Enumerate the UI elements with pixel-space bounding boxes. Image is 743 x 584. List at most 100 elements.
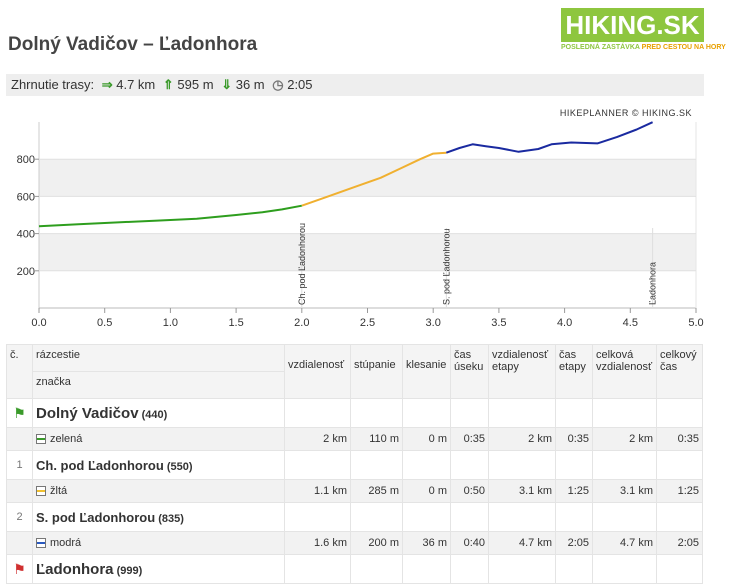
table-row-segment[interactable]: žltá 1.1 km 285 m 0 m 0:50 3.1 km 1:25 3… xyxy=(6,479,703,503)
y-tick-label: 200 xyxy=(17,266,35,278)
series-line xyxy=(445,121,654,154)
summary-distance: 4.7 km xyxy=(116,77,156,92)
total-time: 1:25 xyxy=(656,479,703,503)
ascent-arrow-icon: ⇑ xyxy=(162,77,174,92)
col-header-stage-time: čas etapy xyxy=(555,344,593,399)
segment-distance: 1.6 km xyxy=(284,531,351,555)
point-number: 1 xyxy=(6,450,33,480)
point-number: 2 xyxy=(6,502,33,532)
segment-time: 0:35 xyxy=(450,427,489,451)
segment-mark: modrá xyxy=(32,531,285,555)
col-header-znacka: značka xyxy=(32,371,285,399)
total-distance: 4.7 km xyxy=(592,531,657,555)
col-header-total-time: celkový čas xyxy=(656,344,703,399)
y-tick-label: 400 xyxy=(17,229,35,241)
segment-mark: zelená xyxy=(32,427,285,451)
segment-descent: 0 m xyxy=(402,479,451,503)
y-tick-label: 600 xyxy=(17,191,35,203)
series-line xyxy=(301,151,447,207)
stage-distance: 4.7 km xyxy=(488,531,556,555)
x-axis-ticks: 0.0 0.5 1.0 1.5 2.0 2.5 3.0 3.5 4.0 4.5 5.0 xyxy=(31,308,704,329)
col-header-total-distance: celková vzdialenosť xyxy=(592,344,657,399)
segment-distance: 2 km xyxy=(284,427,351,451)
col-header-ascent: stúpanie xyxy=(350,344,403,399)
point-name: Ľadonhora (999) xyxy=(32,554,285,584)
summary-label: Zhrnutie trasy: xyxy=(11,77,95,92)
elevation-chart: 200 400 600 800 0.0 0.5 1.0 1.5 2.0 2.5 3.0 3.5 4.0… xyxy=(17,108,704,329)
logo-tagline-1: POSLEDNÁ ZASTÁVKA xyxy=(561,44,640,51)
table-row-point[interactable]: ⚑ Ľadonhora (999) xyxy=(6,554,703,584)
col-header-num: č. xyxy=(6,344,33,399)
chart-band xyxy=(39,159,696,197)
x-tick-label: 1.0 xyxy=(163,317,178,329)
stage-distance: 2 km xyxy=(488,427,556,451)
total-distance: 3.1 km xyxy=(592,479,657,503)
x-tick-label: 2.0 xyxy=(294,317,309,329)
col-header-distance: vzdialenosť xyxy=(284,344,351,399)
col-header-segment-time: čas úseku xyxy=(450,344,489,399)
y-axis-ticks: 200 400 600 800 xyxy=(17,154,39,278)
x-tick-label: 1.5 xyxy=(228,317,243,329)
y-tick-label: 800 xyxy=(17,154,35,166)
total-time: 0:35 xyxy=(656,427,703,451)
x-tick-label: 4.0 xyxy=(557,317,572,329)
col-header-razcestie: rázcestie xyxy=(32,344,285,372)
table-row-segment[interactable]: zelená 2 km 110 m 0 m 0:35 2 km 0:35 2 k… xyxy=(6,427,703,451)
table-row-point[interactable]: 2 S. pod Ľadonhorou (835) xyxy=(6,502,703,532)
route-summary: Zhrnutie trasy: ⇒ 4.7 km ⇑ 595 m ⇓ 36 m … xyxy=(6,74,704,96)
col-header-descent: klesanie xyxy=(402,344,451,399)
series-line xyxy=(38,204,302,228)
segment-mark: žltá xyxy=(32,479,285,503)
segment-time: 0:50 xyxy=(450,479,489,503)
site-logo[interactable]: HIKING.SK POSLEDNÁ ZASTÁVKA PRED CESTOU … xyxy=(561,8,726,54)
point-name: Ch. pod Ľadonhorou (550) xyxy=(32,450,285,480)
segment-distance: 1.1 km xyxy=(284,479,351,503)
summary-time: 2:05 xyxy=(287,77,313,92)
table-header-row-2: značka xyxy=(7,371,703,399)
chart-band xyxy=(39,233,696,271)
stage-time: 2:05 xyxy=(555,531,593,555)
x-tick-label: 3.0 xyxy=(426,317,441,329)
annotation-label: Ľadonhora xyxy=(648,262,658,305)
total-time: 2:05 xyxy=(656,531,703,555)
summary-descent: 36 m xyxy=(235,77,265,92)
finish-flag-icon: ⚑ xyxy=(6,554,33,584)
segment-ascent: 285 m xyxy=(350,479,403,503)
table-row-segment[interactable]: modrá 1.6 km 200 m 36 m 0:40 4.7 km 2:05… xyxy=(6,531,703,555)
table-row-point[interactable]: ⚑ Dolný Vadičov (440) xyxy=(6,398,703,428)
segment-ascent: 200 m xyxy=(350,531,403,555)
x-tick-label: 5.0 xyxy=(688,317,703,329)
annotation-label: Ch. pod Ľadonhorou xyxy=(297,223,307,305)
x-tick-label: 0.5 xyxy=(97,317,112,329)
chart-annotations: Ch. pod Ľadonhorou S. pod Ľadonhorou Ľadon… xyxy=(297,223,658,308)
x-tick-label: 3.5 xyxy=(491,317,506,329)
x-tick-label: 0.0 xyxy=(31,317,46,329)
stage-distance: 3.1 km xyxy=(488,479,556,503)
point-name: Dolný Vadičov (440) xyxy=(32,398,285,428)
point-name: S. pod Ľadonhorou (835) xyxy=(32,502,285,532)
green-mark-icon xyxy=(36,434,46,445)
x-tick-label: 4.5 xyxy=(623,317,638,329)
chart-credit: HIKEPLANNER © HIKING.SK xyxy=(560,108,692,118)
blue-mark-icon xyxy=(36,538,46,549)
stage-time: 0:35 xyxy=(555,427,593,451)
chart-grid xyxy=(38,122,697,309)
route-table: č. rázcestie vzdialenosť stúpanie klesan… xyxy=(6,344,703,584)
segment-time: 0:40 xyxy=(450,531,489,555)
col-header-stage-distance: vzdialenosť etapy xyxy=(488,344,556,399)
stage-time: 1:25 xyxy=(555,479,593,503)
distance-arrow-icon: ⇒ xyxy=(101,77,113,92)
summary-ascent: 595 m xyxy=(177,77,214,92)
page-title: Dolný Vadičov – Ľadonhora xyxy=(8,34,258,55)
x-tick-label: 2.5 xyxy=(360,317,375,329)
segment-descent: 36 m xyxy=(402,531,451,555)
table-row-point[interactable]: 1 Ch. pod Ľadonhorou (550) xyxy=(6,450,703,480)
chart-bands xyxy=(39,159,696,271)
logo-tagline: POSLEDNÁ ZASTÁVKA PRED CESTOU NA HORY xyxy=(561,44,726,51)
yellow-mark-icon xyxy=(36,486,46,497)
segment-ascent: 110 m xyxy=(350,427,403,451)
annotation-label: S. pod Ľadonhorou xyxy=(441,228,451,305)
clock-icon: ◷ xyxy=(272,77,284,92)
logo-tagline-2: PRED CESTOU NA HORY xyxy=(641,44,726,51)
chart-series xyxy=(38,121,654,228)
